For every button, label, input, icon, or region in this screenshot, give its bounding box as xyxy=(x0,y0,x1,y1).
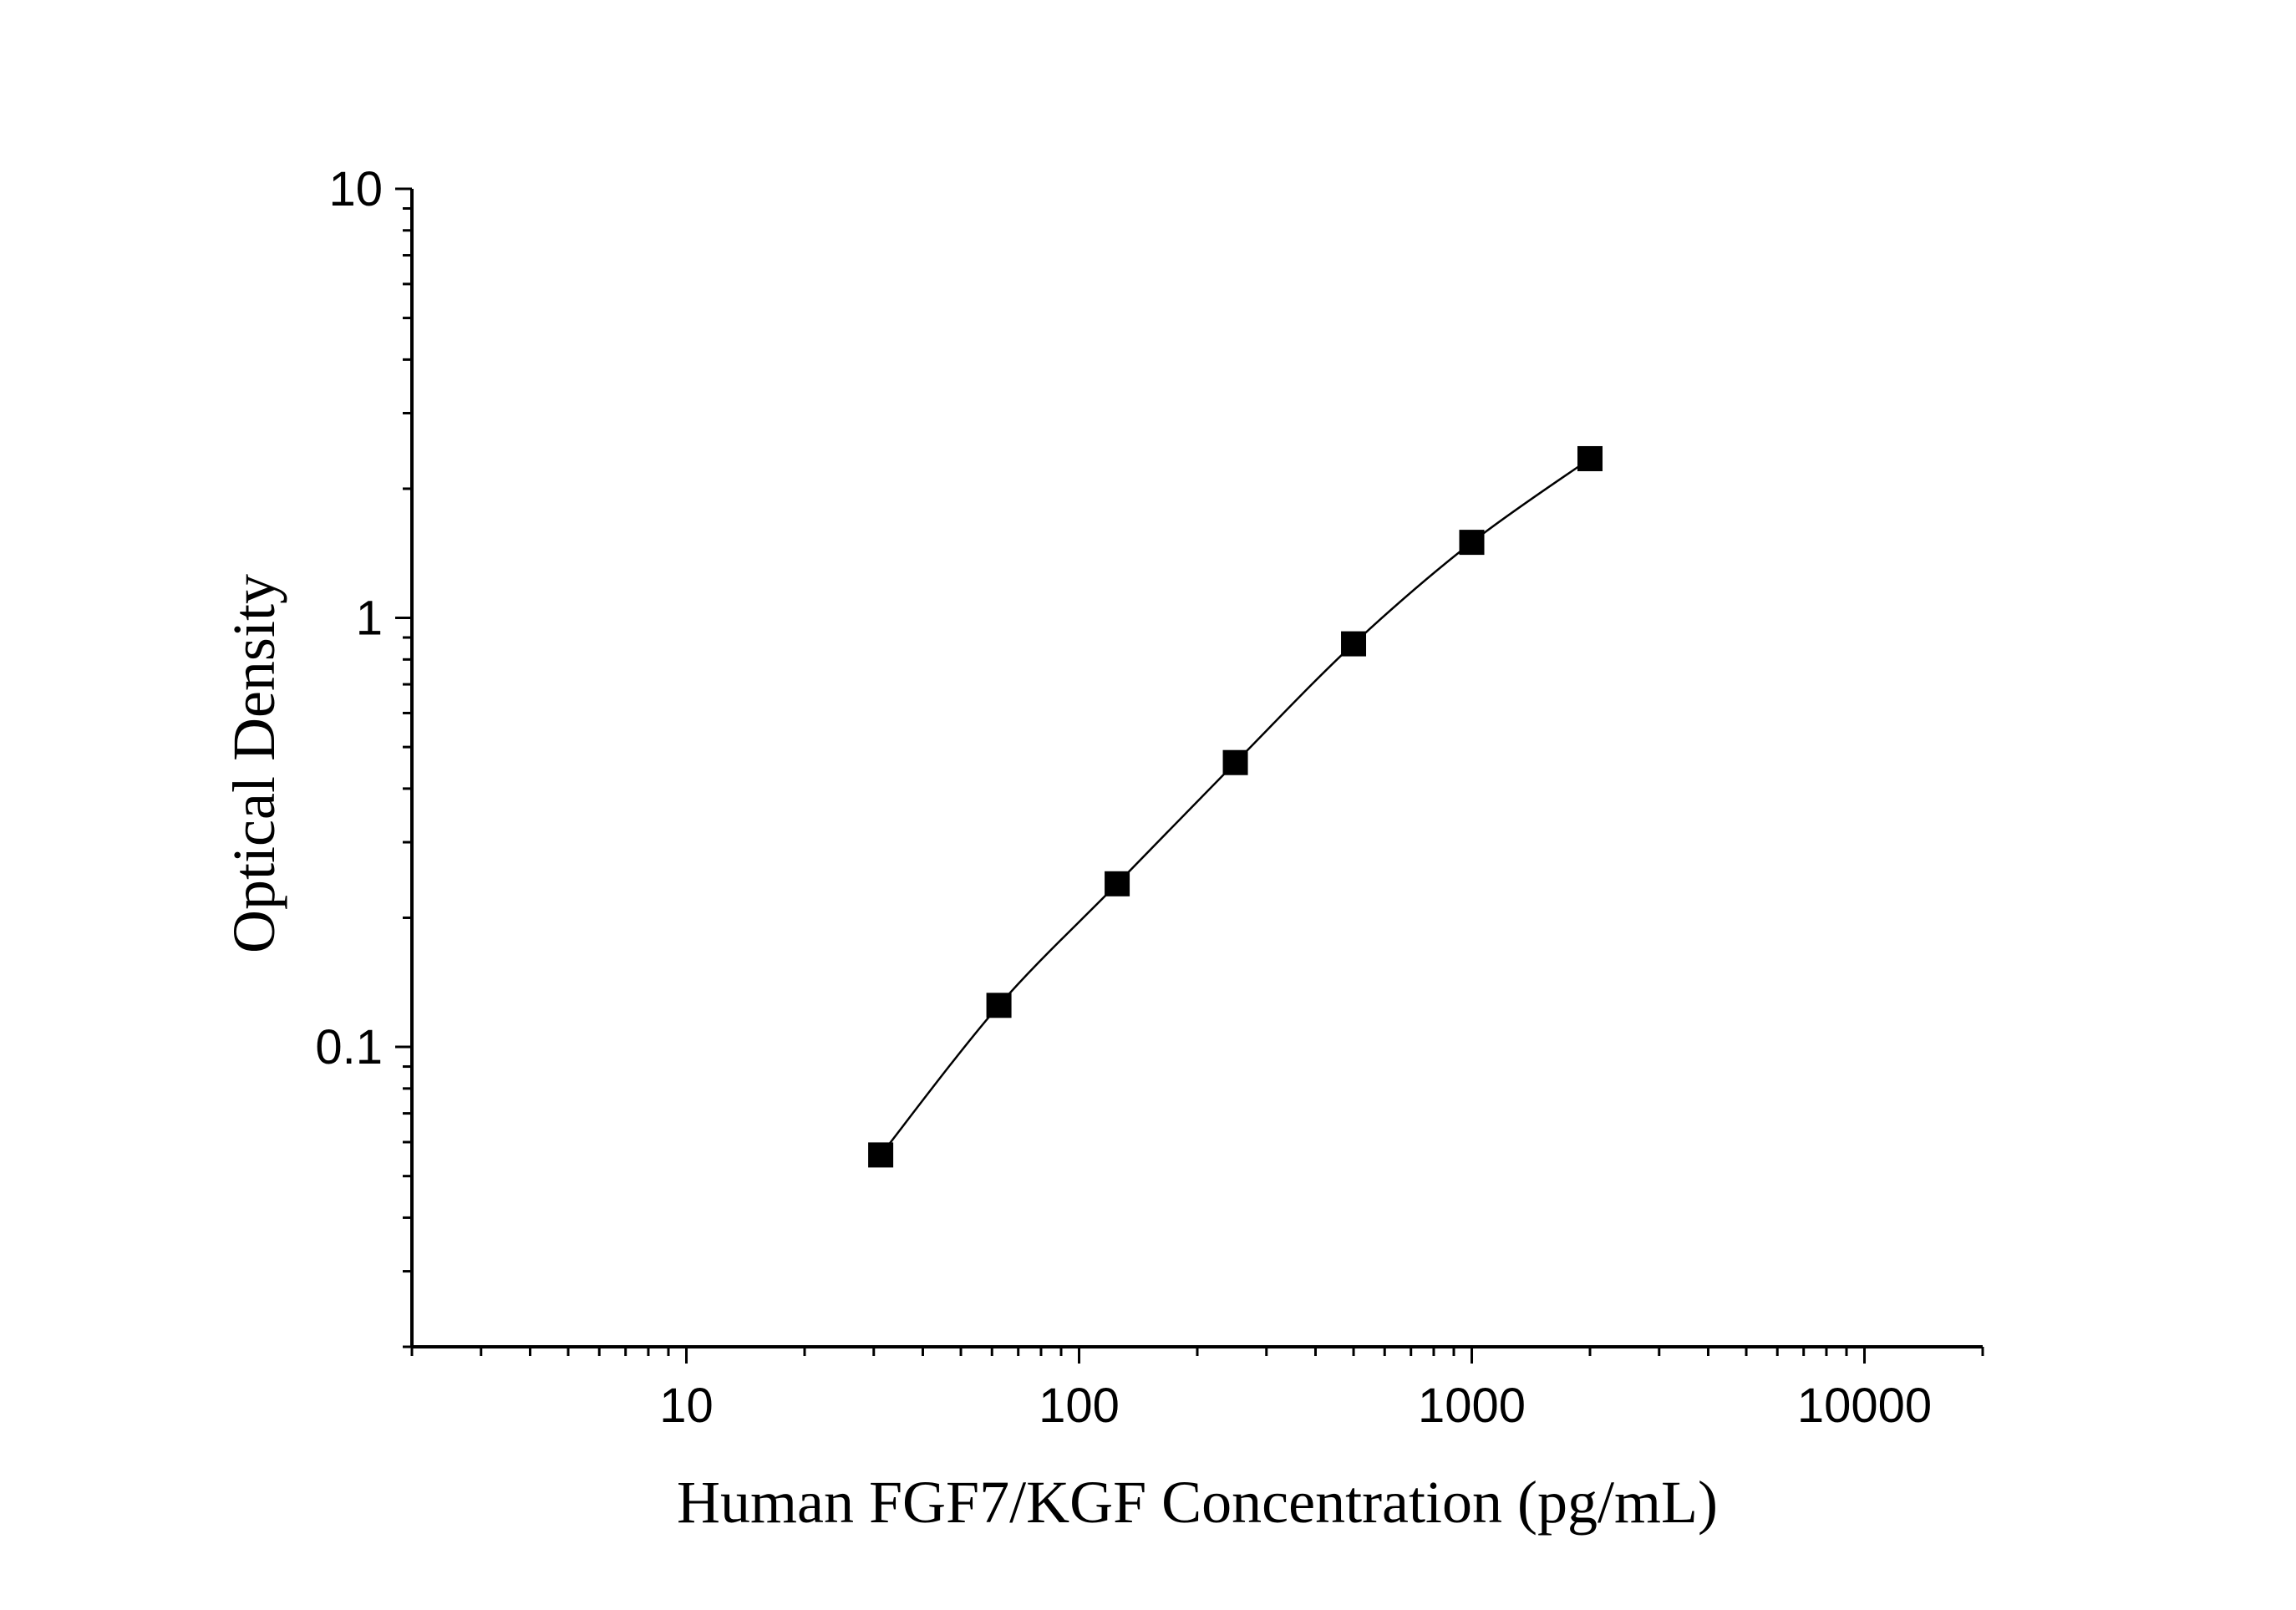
data-markers xyxy=(868,445,1603,1168)
data-point-marker xyxy=(1105,871,1130,896)
y-tick-label: 1 xyxy=(356,592,383,646)
data-point-marker xyxy=(1577,445,1603,471)
x-axis-title: Human FGF7/KGF Concentration (pg/mL) xyxy=(677,1469,1718,1536)
data-point-marker xyxy=(1222,749,1248,775)
data-point-marker xyxy=(868,1142,894,1168)
fit-curve xyxy=(880,457,1591,1156)
data-point-marker xyxy=(1459,530,1485,556)
x-tick-label: 10 xyxy=(659,1379,714,1433)
x-tick-label: 10000 xyxy=(1797,1379,1932,1433)
axes: 10 100 1000 10000 0.1 1 10 xyxy=(315,162,1984,1433)
y-tick-label: 0.1 xyxy=(315,1020,383,1074)
data-point-marker xyxy=(986,993,1012,1018)
y-tick-label: 10 xyxy=(328,162,383,216)
y-axis-title: Optical Density xyxy=(221,574,287,953)
fit-line-group xyxy=(880,457,1591,1156)
x-tick-label: 100 xyxy=(1039,1379,1120,1433)
x-tick-label: 1000 xyxy=(1418,1379,1526,1433)
data-point-marker xyxy=(1341,631,1367,657)
